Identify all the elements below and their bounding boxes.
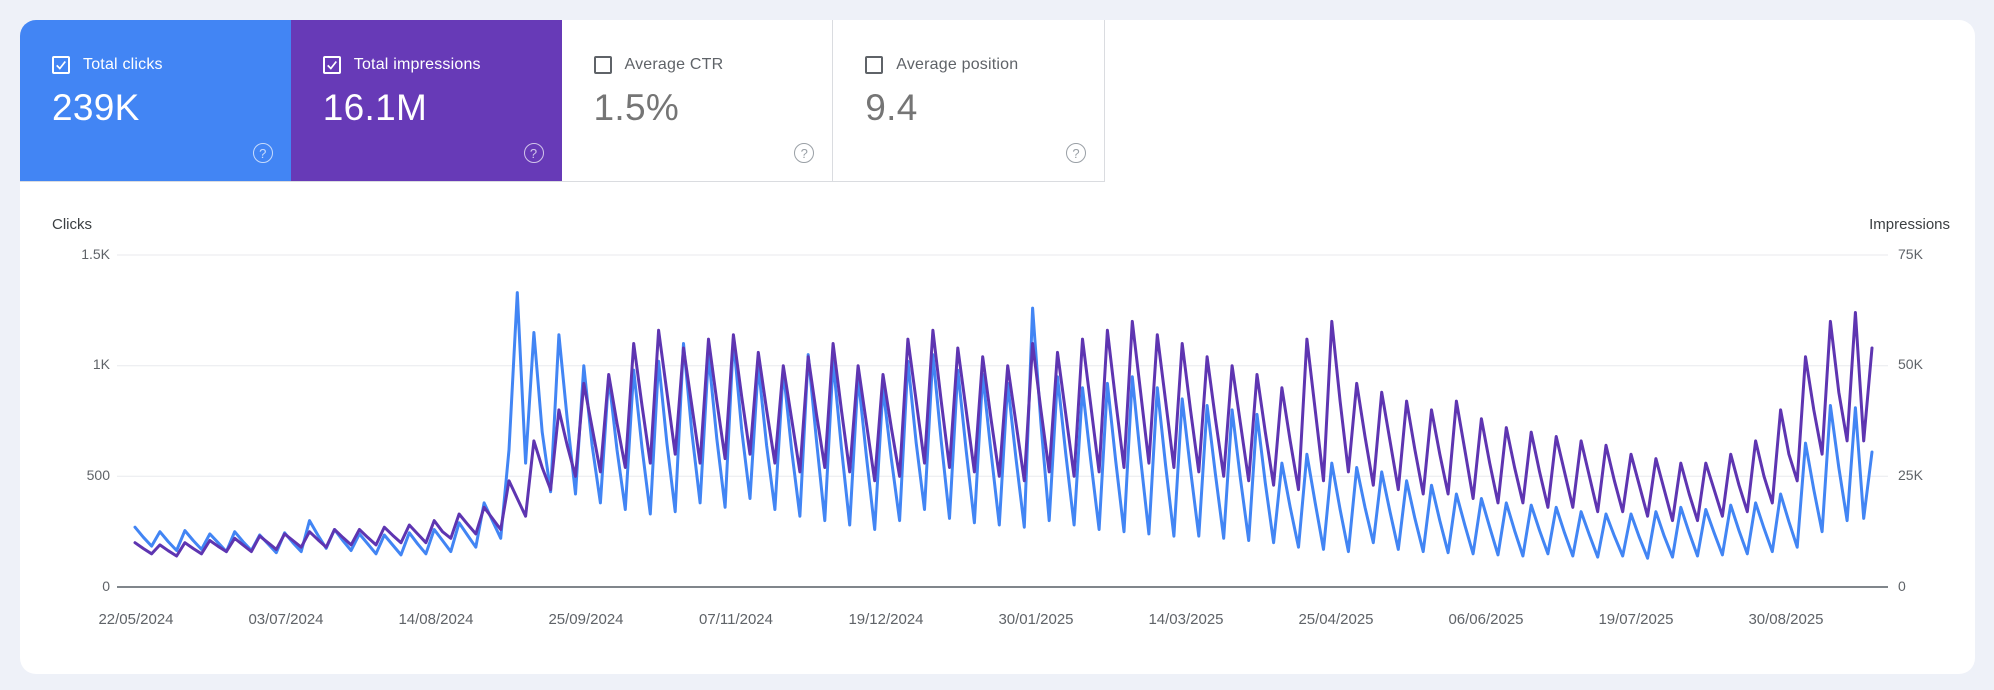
metric-card-header: Total clicks [52, 56, 291, 74]
left-tick: 500 [86, 467, 110, 483]
checkbox-icon[interactable] [865, 56, 884, 74]
x-tick-label: 25/09/2024 [548, 611, 624, 628]
metric-card-value: 9.4 [865, 87, 918, 128]
x-tick-label: 19/07/2025 [1598, 611, 1674, 628]
x-tick-label: 30/08/2025 [1748, 611, 1824, 628]
metric-card-label: Average CTR [624, 56, 724, 73]
x-tick-label: 22/05/2024 [98, 611, 174, 628]
performance-chart [117, 254, 1888, 588]
series-line-impressions [133, 311, 1874, 558]
x-tick-label: 14/03/2025 [1148, 611, 1224, 628]
x-tick-label: 14/08/2024 [398, 611, 474, 628]
help-icon[interactable]: ? [252, 143, 273, 163]
left-tick: 1.5K [81, 246, 110, 262]
left-tick: 1K [92, 356, 110, 372]
series-line-clicks [133, 291, 1874, 560]
performance-panel: Total clicks 239K ? Total impressions 16… [20, 20, 1975, 674]
checkbox-icon[interactable] [52, 56, 70, 74]
checkbox-icon[interactable] [322, 56, 341, 74]
checkbox-icon[interactable] [593, 56, 612, 74]
metric-card-average-ctr[interactable]: Average CTR 1.5% ? [561, 20, 833, 181]
metric-card-label: Total impressions [353, 56, 481, 73]
metric-card-label: Average position [896, 56, 1019, 73]
x-tick-label: 25/04/2025 [1298, 611, 1374, 628]
right-tick: 25K [1898, 467, 1923, 483]
right-axis-title: Impressions [1869, 216, 1950, 233]
right-tick: 75K [1898, 246, 1923, 262]
help-icon[interactable]: ? [523, 143, 544, 163]
x-tick-label: 19/12/2024 [848, 611, 924, 628]
metric-card-total-impressions[interactable]: Total impressions 16.1M ? [290, 20, 562, 181]
metric-card-header: Average position [865, 56, 1104, 74]
x-tick-label: 30/01/2025 [998, 611, 1074, 628]
x-tick-label: 06/06/2025 [1448, 611, 1524, 628]
right-tick: 50K [1898, 356, 1923, 372]
left-axis-title: Clicks [52, 216, 92, 233]
metric-card-total-clicks[interactable]: Total clicks 239K ? [20, 20, 291, 181]
metric-card-average-position[interactable]: Average position 9.4 ? [832, 20, 1104, 181]
x-tick-label: 07/11/2024 [699, 611, 773, 628]
x-tick-label: 03/07/2024 [248, 611, 324, 628]
right-tick: 0 [1898, 578, 1906, 594]
help-icon[interactable]: ? [1066, 143, 1086, 163]
metric-card-value: 239K [52, 87, 140, 128]
metric-scorecards: Total clicks 239K ? Total impressions 16… [20, 20, 1105, 182]
metric-card-value: 1.5% [593, 87, 680, 128]
metric-card-label: Total clicks [83, 56, 163, 73]
metric-card-value: 16.1M [322, 87, 428, 128]
left-tick: 0 [102, 578, 110, 594]
help-icon[interactable]: ? [794, 143, 815, 163]
metric-card-header: Total impressions [322, 56, 562, 74]
metric-card-header: Average CTR [593, 56, 833, 74]
